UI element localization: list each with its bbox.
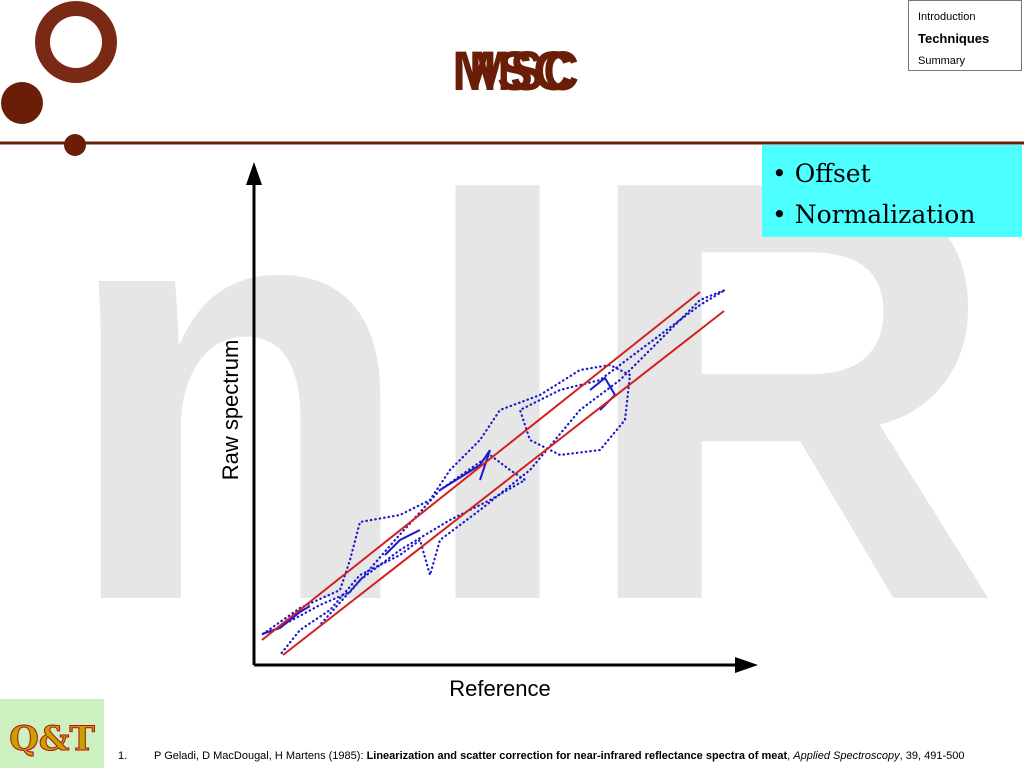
bullets: • Offset • Normalization bbox=[762, 145, 1022, 237]
nav-item[interactable]: Introduction bbox=[918, 11, 976, 23]
y-label: Raw spectrum bbox=[218, 340, 243, 481]
arrow bbox=[735, 657, 758, 673]
fit-line bbox=[282, 310, 725, 656]
fit-line bbox=[261, 291, 701, 641]
seal-center bbox=[50, 16, 102, 68]
bullet: • Normalization bbox=[772, 200, 976, 229]
fn-authors: P Geladi, D MacDougal, H Martens (1985): bbox=[154, 750, 367, 762]
spectra bbox=[261, 288, 726, 657]
badge: Q&T bbox=[9, 719, 95, 759]
dot bbox=[64, 134, 86, 156]
arrow bbox=[246, 162, 262, 185]
fn-journal: Applied Spectroscopy bbox=[793, 750, 900, 762]
dot bbox=[1, 82, 43, 124]
nav-item[interactable]: Techniques bbox=[918, 31, 990, 46]
badge-bg bbox=[0, 699, 104, 768]
title: MSC bbox=[452, 39, 572, 102]
fn-rest: , 39, 491-500 bbox=[899, 750, 965, 762]
bullet: • Offset bbox=[772, 159, 871, 188]
fn-sep: , bbox=[787, 750, 794, 762]
fn-number: 1. bbox=[118, 750, 128, 762]
x-label: Reference bbox=[449, 676, 551, 701]
nav-item[interactable]: Summary bbox=[918, 55, 966, 67]
title: MSC bbox=[469, 39, 579, 102]
nav: Introduction Techniques Summary bbox=[908, 0, 1022, 71]
fn-paper: Linearization and scatter correction for… bbox=[366, 750, 788, 762]
footnote: 1. P Geladi, D MacDougal, H Martens (1985… bbox=[118, 750, 965, 762]
